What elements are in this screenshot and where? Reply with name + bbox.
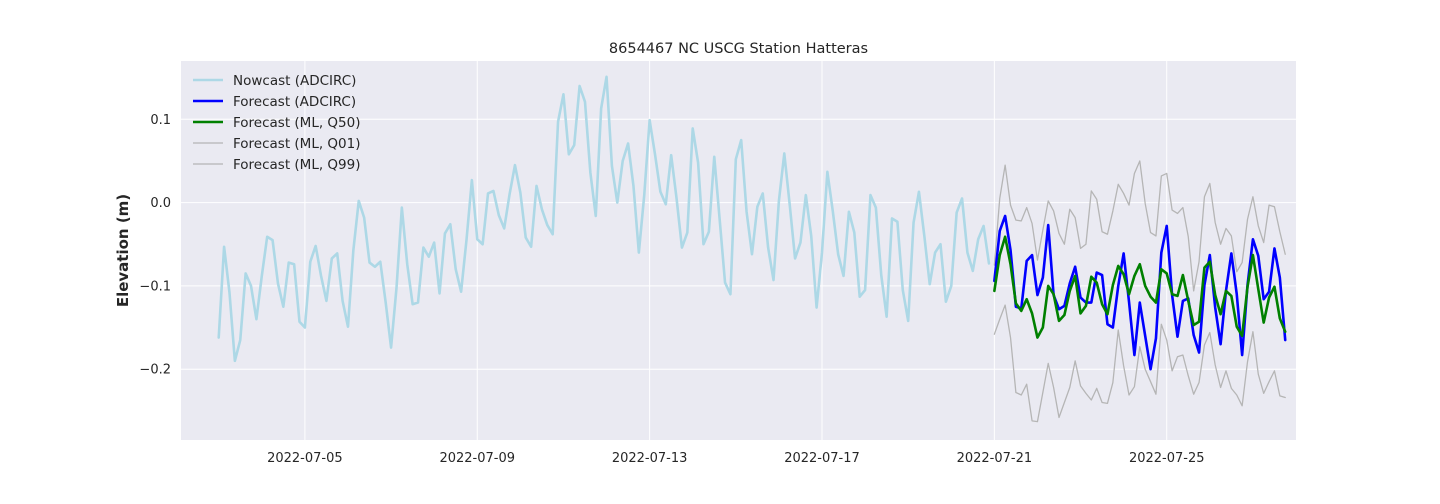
y-tick-labels: 0.1 0.0 −0.1 −0.2 bbox=[139, 113, 171, 378]
legend-label: Forecast (ML, Q50) bbox=[233, 115, 361, 131]
y-tick-label: 0.0 bbox=[150, 196, 171, 211]
x-tick-label: 2022-07-05 bbox=[267, 451, 343, 466]
legend-label: Forecast (ML, Q01) bbox=[233, 136, 361, 152]
y-tick-label: −0.1 bbox=[139, 279, 171, 294]
series-line-2 bbox=[993, 235, 1287, 339]
chart-title: 8654467 NC USCG Station Hatteras bbox=[609, 41, 868, 57]
x-tick-labels: 2022-07-05 2022-07-09 2022-07-13 2022-07-17… bbox=[267, 451, 1204, 466]
legend-label: Nowcast (ADCIRC) bbox=[233, 73, 356, 89]
x-tick-label: 2022-07-25 bbox=[1129, 451, 1205, 466]
x-tick-label: 2022-07-13 bbox=[612, 451, 688, 466]
x-tick-label: 2022-07-17 bbox=[784, 451, 860, 466]
legend: Nowcast (ADCIRC) Forecast (ADCIRC) Forecas… bbox=[193, 73, 361, 173]
series-line-1 bbox=[993, 214, 1287, 371]
legend-label: Forecast (ADCIRC) bbox=[233, 94, 356, 110]
x-tick-label: 2022-07-21 bbox=[957, 451, 1033, 466]
series-line-3 bbox=[993, 304, 1286, 423]
series-line-4 bbox=[993, 160, 1286, 292]
y-axis-label: Elevation (m) bbox=[114, 194, 132, 307]
legend-label: Forecast (ML, Q99) bbox=[233, 157, 361, 173]
x-tick-label: 2022-07-09 bbox=[439, 451, 515, 466]
y-tick-label: 0.1 bbox=[150, 113, 171, 128]
series-layer bbox=[217, 75, 1287, 423]
y-tick-label: −0.2 bbox=[139, 363, 171, 378]
series-line-0 bbox=[217, 75, 991, 363]
